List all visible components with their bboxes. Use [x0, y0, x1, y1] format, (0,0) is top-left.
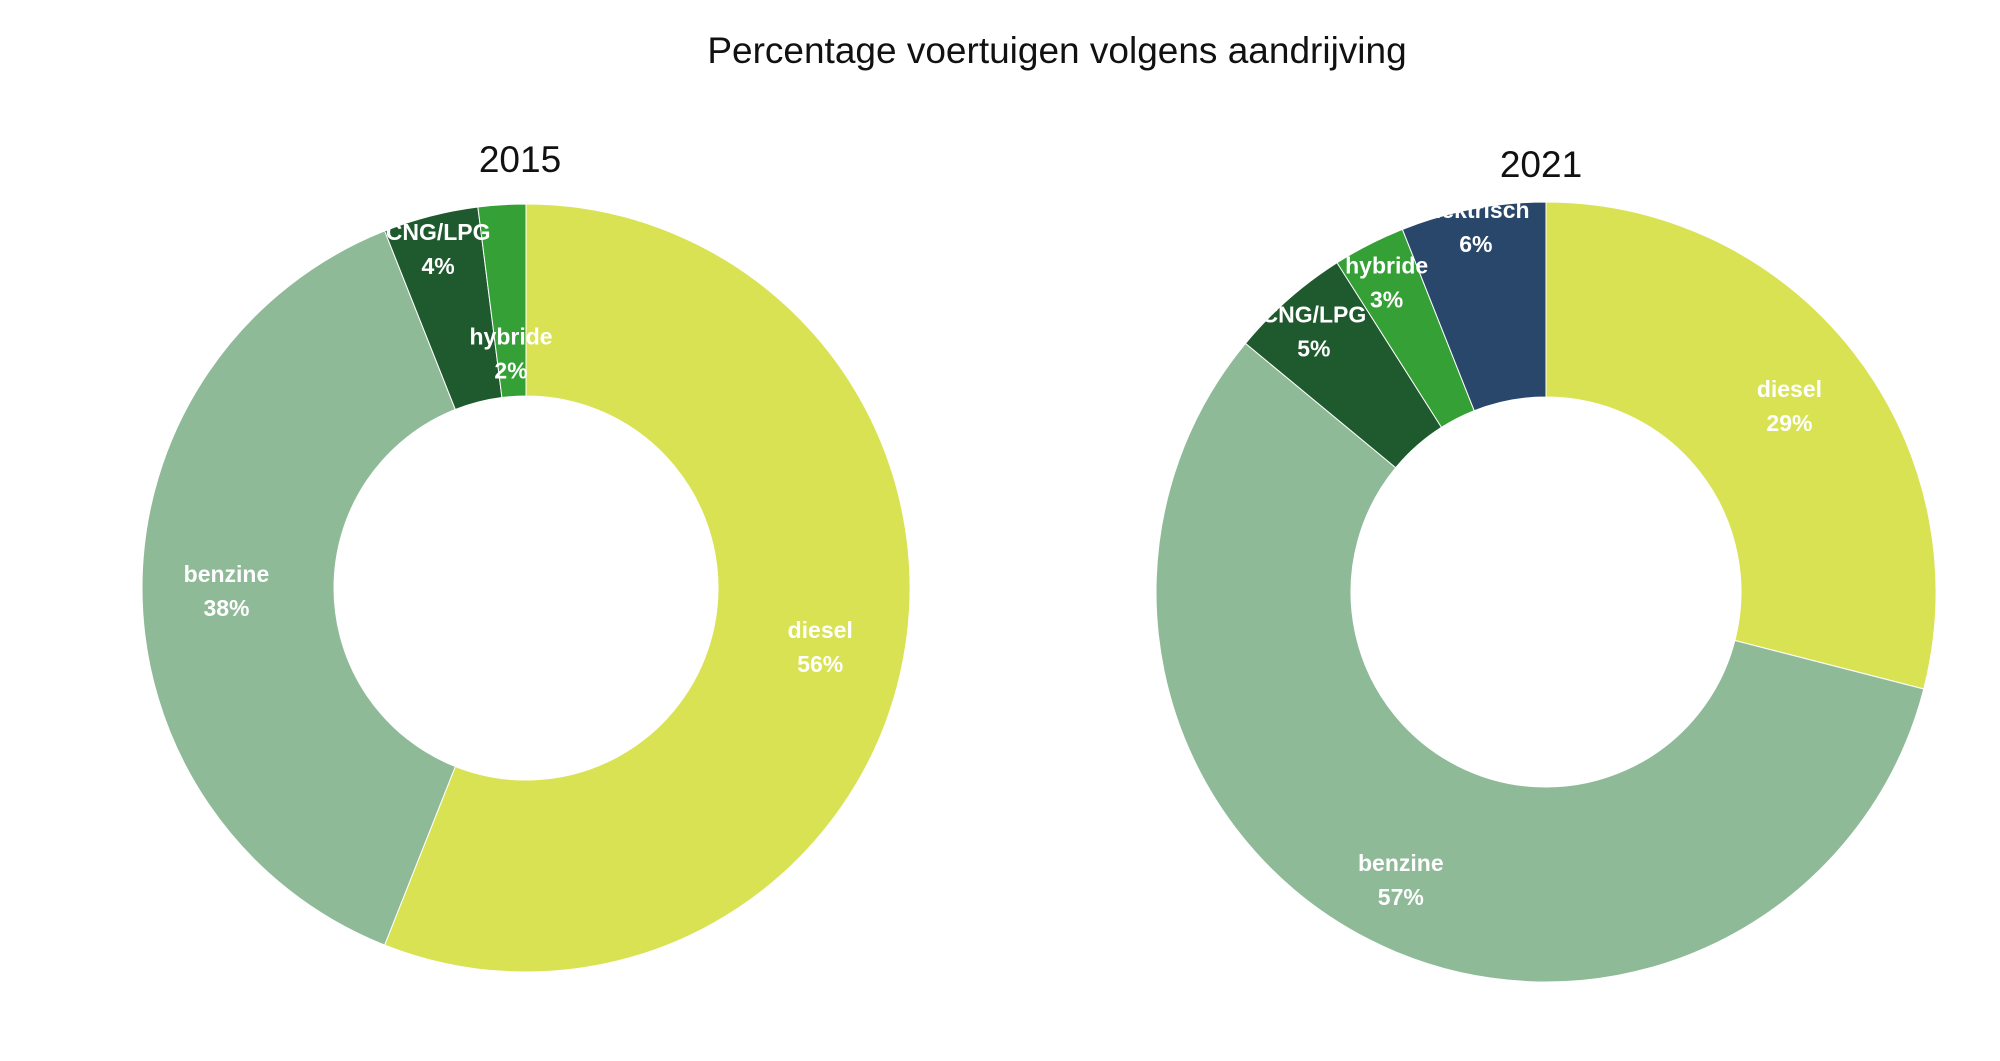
slice-category-label: hybride — [470, 323, 553, 349]
slice-benzine — [1155, 342, 1925, 983]
slice-value-label: 56% — [797, 651, 843, 677]
slice-label: benzine 38% — [184, 561, 270, 621]
slice-category-label: elektrisch — [1422, 197, 1529, 223]
slice-benzine — [141, 230, 456, 946]
donut-chart-2021: 2021 diesel 29% benzine 57% CNG/LPG 5% hybride 3… — [1155, 144, 1937, 983]
slice-category-label: benzine — [184, 561, 270, 587]
slice-value-label: 2% — [494, 357, 527, 383]
slice-value-label: 57% — [1378, 884, 1424, 910]
slice-hybride — [477, 203, 527, 399]
slice-label: benzine 57% — [1358, 850, 1444, 910]
slice-category-label: CNG/LPG — [386, 219, 491, 245]
slice-category-label: CNG/LPG — [1261, 302, 1366, 328]
chart-title: 2021 — [1500, 144, 1582, 185]
slice-value-label: 4% — [422, 253, 455, 279]
slice-label: CNG/LPG 4% — [386, 219, 491, 279]
slice-diesel — [1545, 201, 1937, 690]
slice-category-label: benzine — [1358, 850, 1444, 876]
slice-label: diesel 29% — [1757, 376, 1822, 436]
slice-label: elektrisch 6% — [1422, 197, 1529, 257]
slice-diesel — [383, 203, 911, 973]
slice-label: diesel 56% — [788, 617, 853, 677]
slice-label: hybride 3% — [1345, 252, 1428, 312]
slice-value-label: 29% — [1766, 410, 1812, 436]
slice-value-label: 38% — [203, 595, 249, 621]
slice-value-label: 5% — [1297, 336, 1330, 362]
figure-title: Percentage voertuigen volgens aandrijvin… — [707, 30, 1407, 71]
chart-title: 2015 — [479, 139, 561, 180]
slice-category-label: hybride — [1345, 252, 1428, 278]
slice-category-label: diesel — [1757, 376, 1822, 402]
slice-label: hybride 2% — [470, 323, 553, 383]
slice-elektrisch — [1401, 201, 1547, 412]
slice-value-label: 3% — [1370, 286, 1403, 312]
slice-label: CNG/LPG 5% — [1261, 302, 1366, 362]
slice-value-label: 6% — [1459, 231, 1492, 257]
donut-chart-2015: 2015 diesel 56% benzine 38% CNG/LPG 4% hybride 2… — [141, 139, 911, 973]
slice-category-label: diesel — [788, 617, 853, 643]
